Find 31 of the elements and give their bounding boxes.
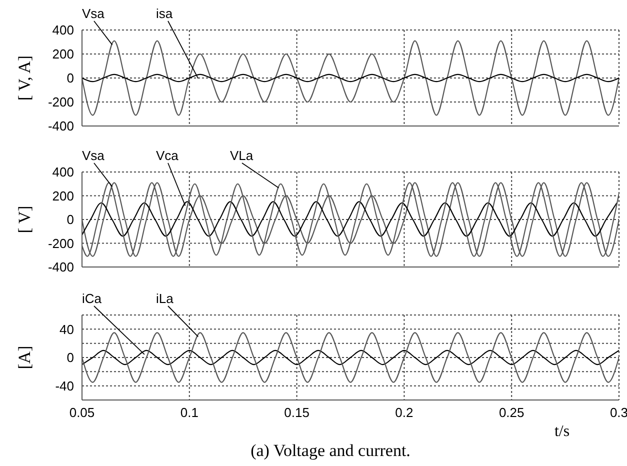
y-tick-label: -40 <box>55 378 74 394</box>
y-axis-title: [A] <box>14 346 34 370</box>
y-tick-label: 200 <box>52 188 74 204</box>
line-series <box>82 201 618 237</box>
x-axis-title: t/s <box>554 423 570 440</box>
y-tick-label: 0 <box>66 212 74 228</box>
y-tick-label: 200 <box>52 46 74 62</box>
y-tick-label: -200 <box>48 236 74 251</box>
series-label: VLa <box>230 148 254 163</box>
y-axis-title: [ V] <box>14 206 34 234</box>
series-label: Vsa <box>82 148 106 163</box>
x-tick-label: 0.1 <box>180 405 198 420</box>
text: Vca <box>156 148 180 163</box>
y-tick-label: -400 <box>48 260 74 275</box>
y-axis-title: [ V, A] <box>14 55 34 101</box>
y-tick-label: 400 <box>52 164 74 180</box>
x-tick-label: 0.05 <box>69 405 95 420</box>
text: iLa <box>156 291 174 306</box>
x-tick-label: 0.25 <box>498 405 524 420</box>
text: iCa <box>82 291 102 306</box>
text: (a) Voltage and current. <box>250 441 410 460</box>
y-tick-label: 0 <box>66 70 74 86</box>
y-tick-label: 0 <box>66 350 74 366</box>
y-tick-label: -200 <box>48 94 74 110</box>
series-label: Vsa <box>82 6 106 21</box>
y-tick-label: -400 <box>48 118 74 134</box>
y-tick-label: 400 <box>52 22 74 38</box>
x-tick-label: 0.15 <box>284 405 310 420</box>
x-tick-label: 0.2 <box>395 405 414 420</box>
y-tick-label: 40 <box>60 322 74 337</box>
text: isa <box>156 6 174 21</box>
